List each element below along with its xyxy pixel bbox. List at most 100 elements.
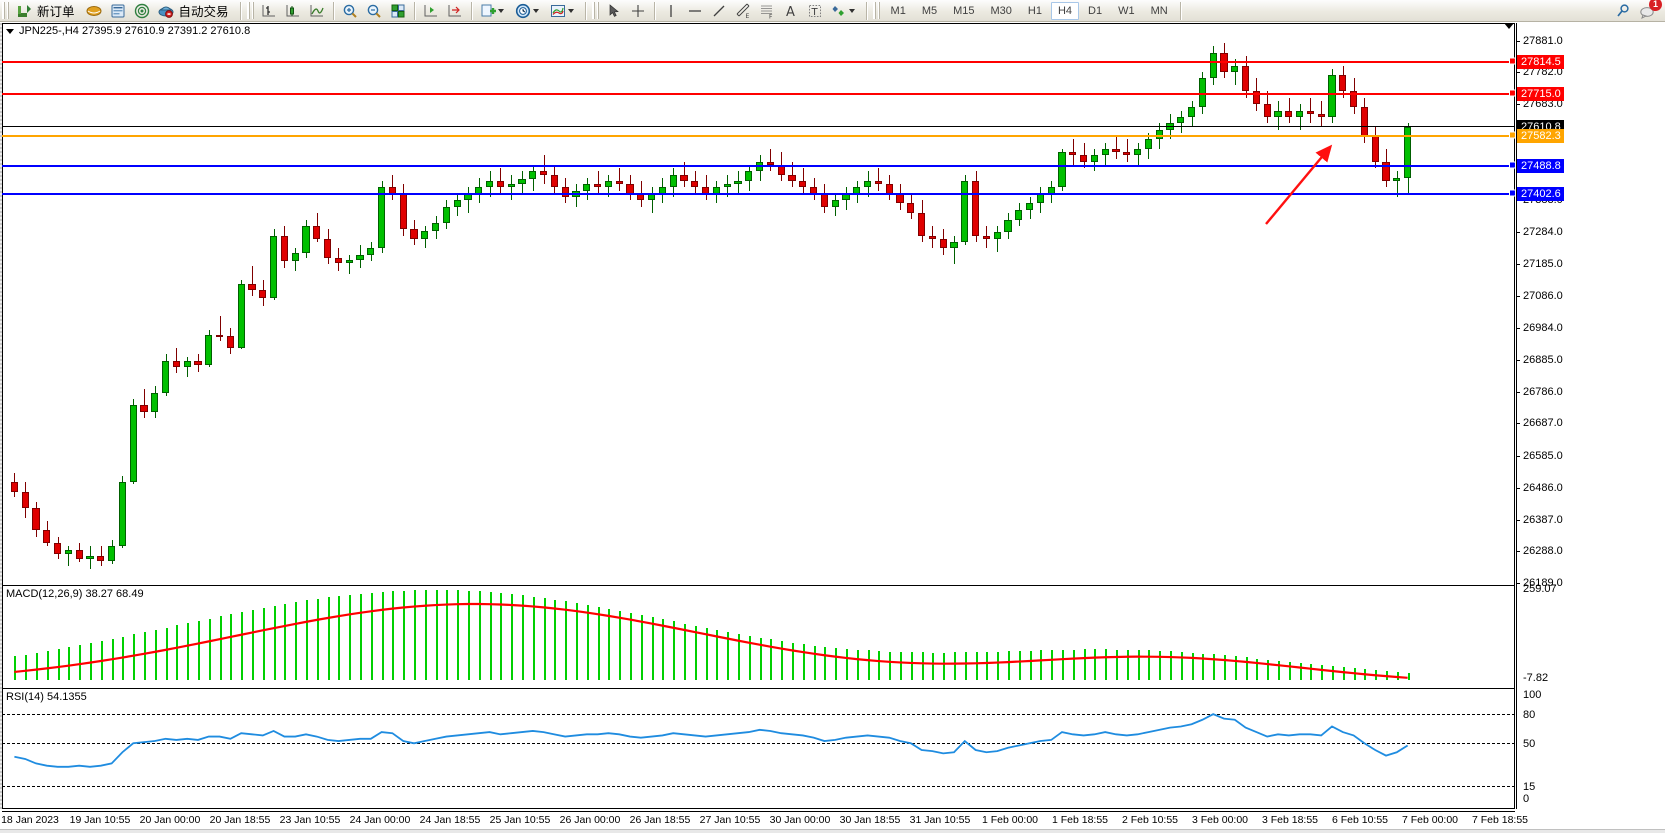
- price-tag-resistance[interactable]: 27715.0: [1517, 86, 1564, 101]
- macd-bar: [403, 590, 405, 680]
- rsi-line: [14, 713, 1409, 768]
- zoom-in-button[interactable]: [338, 1, 362, 21]
- timeframe-m1[interactable]: M1: [890, 4, 906, 17]
- macd-bar: [770, 639, 772, 680]
- tile-windows-button[interactable]: [386, 1, 410, 21]
- level-line-27402.6[interactable]: [2, 193, 1515, 196]
- toolbar-separator-1: [239, 1, 241, 20]
- price-tick: [1516, 487, 1520, 489]
- cursor-tool-button[interactable]: [602, 1, 626, 21]
- indicators-dropdown-caret[interactable]: [497, 8, 504, 13]
- timeframe-d1[interactable]: D1: [1088, 4, 1103, 17]
- templates-button[interactable]: [546, 1, 581, 21]
- chart-menu-arrow-icon[interactable]: [6, 28, 14, 34]
- macd-bar: [1008, 651, 1010, 680]
- signals-button[interactable]: [130, 1, 154, 21]
- objects-icon: [830, 2, 848, 20]
- price-scale[interactable]: 27881.027782.027683.027583.027482.027383…: [1516, 23, 1665, 809]
- candle-body: [1263, 104, 1271, 117]
- bar-chart-button[interactable]: [257, 1, 281, 21]
- timeframe-mn[interactable]: MN: [1150, 4, 1168, 17]
- period-dropdown-caret[interactable]: [532, 8, 539, 13]
- level-handle-27488.8[interactable]: [1509, 161, 1516, 169]
- toolbar-grip-2[interactable]: [246, 2, 255, 19]
- status-strip: [0, 829, 1665, 833]
- macd-bar: [1062, 649, 1064, 680]
- chart-area[interactable]: JPN225-,H4 27395.9 27610.9 27391.2 27610…: [0, 22, 1665, 833]
- objects-button[interactable]: [827, 1, 862, 21]
- price-tag-support[interactable]: 27488.8: [1517, 159, 1564, 174]
- auto-scroll-button[interactable]: [419, 1, 443, 21]
- timeframe-h4[interactable]: H4: [1050, 1, 1080, 20]
- new-order-button[interactable]: 新订单: [12, 1, 82, 21]
- level-handle-27402.6[interactable]: [1509, 189, 1516, 197]
- candle-wick: [144, 389, 145, 419]
- toolbar-grip[interactable]: [2, 2, 10, 19]
- level-line-27582.3[interactable]: [2, 135, 1515, 138]
- auto-trading-button[interactable]: 自动交易: [154, 1, 236, 21]
- timeframe-w1[interactable]: W1: [1118, 4, 1135, 17]
- price-tag-pivot[interactable]: 27582.3: [1517, 129, 1564, 144]
- chart-shift-button[interactable]: [443, 1, 467, 21]
- expert-advisor-button[interactable]: [82, 1, 106, 21]
- level-line-27715.0[interactable]: [2, 92, 1515, 95]
- equidistant-channel-button[interactable]: E: [731, 1, 755, 21]
- time-label: 24 Jan 00:00: [349, 814, 411, 826]
- trendline-button[interactable]: [707, 1, 731, 21]
- text-label-button[interactable]: A: [779, 1, 803, 21]
- candle-body: [1123, 152, 1131, 156]
- level-line-27814.5[interactable]: [2, 61, 1515, 64]
- horizontal-line-button[interactable]: [683, 1, 707, 21]
- notification-button[interactable]: 1: [1635, 0, 1662, 21]
- price-tag-support[interactable]: 27402.6: [1517, 187, 1564, 202]
- candle-wick: [1310, 97, 1311, 124]
- toolbar-grip-3[interactable]: [591, 2, 600, 19]
- macd-bar: [900, 652, 902, 680]
- time-label: 2 Feb 10:55: [1121, 814, 1179, 826]
- level-handle-27715.0[interactable]: [1509, 89, 1516, 97]
- macd-bar: [274, 605, 276, 680]
- timeframe-m30[interactable]: M30: [990, 4, 1012, 17]
- templates-dropdown-caret[interactable]: [567, 8, 574, 13]
- candle-wick: [220, 315, 221, 342]
- candle-body: [215, 334, 224, 337]
- time-scale[interactable]: 18 Jan 2023 19 Jan 10:55 20 Jan 00:00 20 Ja…: [1, 811, 1528, 830]
- time-label: 23 Jan 10:55: [279, 814, 341, 826]
- toolbar-grip-4[interactable]: [872, 2, 881, 19]
- macd-bar: [436, 590, 438, 680]
- price-label: 26585.0: [1523, 450, 1563, 463]
- search-button[interactable]: [1611, 1, 1635, 21]
- macd-bar: [1084, 649, 1086, 680]
- auto-trading-icon: [157, 2, 175, 20]
- chart-scrollbar[interactable]: [0, 23, 3, 809]
- level-line-27610.8[interactable]: [2, 126, 1515, 128]
- chart-collapse-arrow-icon[interactable]: [1504, 23, 1514, 29]
- objects-dropdown-caret[interactable]: [848, 8, 855, 13]
- crosshair-tool-button[interactable]: [626, 1, 650, 21]
- candlestick-chart-button[interactable]: [281, 1, 305, 21]
- timeframe-m5[interactable]: M5: [921, 4, 938, 17]
- timeframe-h1[interactable]: H1: [1027, 4, 1042, 17]
- price-tag-resistance[interactable]: 27814.5: [1517, 55, 1564, 70]
- level-line-27488.8[interactable]: [2, 165, 1515, 168]
- line-chart-button[interactable]: [305, 1, 329, 21]
- macd-bar: [47, 651, 49, 680]
- indicators-button[interactable]: [476, 1, 511, 21]
- timeframe-m15[interactable]: M15: [953, 4, 975, 17]
- macd-bar: [457, 590, 459, 680]
- zoom-out-button[interactable]: [362, 1, 386, 21]
- vertical-line-button[interactable]: [659, 1, 683, 21]
- svg-text:A: A: [786, 5, 795, 20]
- candle-body: [788, 174, 796, 182]
- data-window-button[interactable]: [106, 1, 130, 21]
- candle-body: [1393, 177, 1401, 182]
- fibonacci-button[interactable]: F: [755, 1, 779, 21]
- macd-bar: [360, 593, 362, 680]
- candle-body: [907, 203, 915, 214]
- macd-bar: [986, 651, 988, 680]
- text-box-button[interactable]: T: [803, 1, 827, 21]
- level-handle-27582.3[interactable]: [1509, 131, 1516, 139]
- candle-body: [593, 184, 602, 188]
- level-handle-27814.5[interactable]: [1509, 57, 1516, 65]
- period-button[interactable]: [511, 1, 546, 21]
